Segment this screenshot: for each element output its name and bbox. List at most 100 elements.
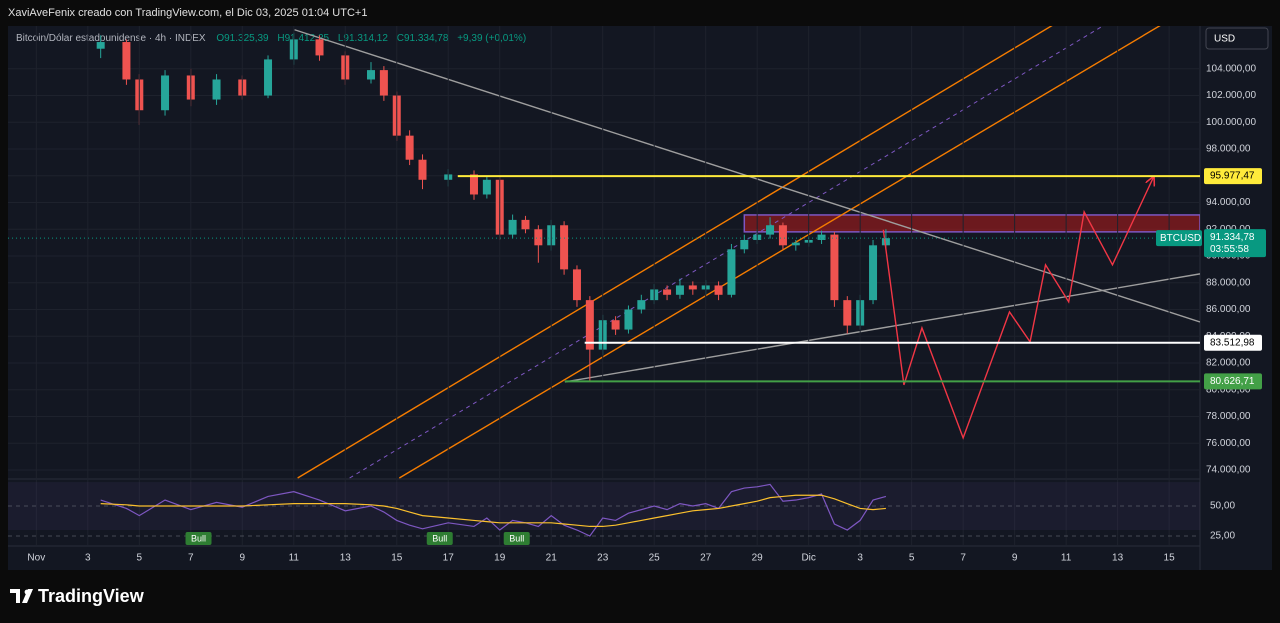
y-tick-label: 80.000,00 [1206,384,1251,395]
rsi-line [100,494,886,528]
candle-body [405,135,414,160]
currency-button[interactable] [1205,27,1269,50]
x-tick-label: 23 [597,553,609,564]
x-tick-label: 7 [960,553,966,564]
zone [743,214,1200,233]
candle-body [778,225,787,246]
candle-body [791,242,800,246]
candle-body [560,225,569,270]
candle-body [663,289,672,295]
symbol-label: BTCUSD [1160,233,1201,244]
x-tick-label: 3 [85,553,91,564]
x-tick-label: 11 [289,553,300,564]
candle-body [675,285,684,295]
header: XaviAveFenix creado con TradingView.com,… [8,7,367,19]
level-tag [1204,373,1262,390]
candle-body [611,320,620,330]
y-tick-label: 74.000,00 [1206,465,1251,476]
y-tick-label: 102.000,00 [1206,90,1256,101]
candle-body [637,300,646,310]
legend-close: C91.334,78 [397,33,449,44]
x-tick-label: 3 [857,553,863,564]
signal-tag [426,532,453,545]
rsi-tick-label: 50,00 [1210,501,1235,512]
rsi-line [100,483,887,537]
candle-body [122,42,131,80]
candle-body [869,245,878,301]
x-tick-label: 17 [443,553,455,564]
x-tick-label: 5 [909,553,915,564]
logo-dot [24,589,30,595]
candle-body [881,238,890,246]
candle-body [585,300,594,350]
level-tag [1204,168,1262,185]
legend: Bitcoin/Dólar estadounidense · 4h · INDE… [16,33,526,44]
signal-tag [503,532,530,545]
x-tick-label: Nov [27,553,45,564]
candle-body [714,285,723,295]
candle-body [843,300,852,326]
brand: TradingView [38,586,145,606]
candle-body [727,249,736,295]
candle-body [482,179,491,195]
legend-change: +9,39 (+0,01%) [457,33,526,44]
candle-body [96,42,105,49]
candle-body [830,234,839,301]
symbol-tag [1156,230,1202,247]
x-tick-label: 13 [340,553,352,564]
y-tick-label: 98.000,00 [1206,144,1251,155]
candle-body [161,75,170,111]
legend-high: H91.412,25 [277,33,329,44]
x-tick-label: 25 [649,553,661,564]
candle-body [572,269,581,301]
x-tick-label: 21 [546,553,558,564]
signal-tag [185,532,212,545]
candle-body [418,159,427,180]
x-tick-label: 27 [700,553,712,564]
level-tag [1204,334,1262,351]
y-tick-label: 88.000,00 [1206,277,1251,288]
candle-body [521,219,530,230]
legend-low: L91.314,12 [338,33,388,44]
x-tick-label: 9 [1012,553,1018,564]
candle-body [469,174,478,195]
candle-body [379,70,388,96]
currency[interactable]: USD [1214,34,1235,45]
rsi-tick-label: 25,00 [1210,531,1235,542]
legend-symbol: Bitcoin/Dólar estadounidense · 4h · INDE… [16,33,206,44]
signal-label: Bull [509,533,524,543]
candle-body [740,239,749,250]
y-tick-label: 94.000,00 [1206,197,1251,208]
x-tick-label: 13 [1112,553,1124,564]
drawing-line [564,273,1200,383]
candle-body [508,219,517,235]
signal-label: Bull [191,533,206,543]
y-tick-label: 104.000,00 [1206,63,1256,74]
y-tick-label: 86.000,00 [1206,304,1251,315]
drawing-line [398,26,1161,479]
last-price-tag [1204,229,1266,258]
y-tick-label: 82.000,00 [1206,358,1251,369]
logo: TradingView [10,586,145,606]
level-label: 83.512,98 [1210,337,1255,348]
x-tick-label: 7 [188,553,194,564]
candle-body [817,234,826,240]
x-tick-label: 19 [494,553,506,564]
candle-body [315,39,324,56]
candle-body [624,309,633,330]
candle-body [367,70,376,80]
candle-body [534,229,543,246]
level-label: 80.626,71 [1210,376,1255,387]
signal-label: Bull [432,533,447,543]
x-tick-label: 15 [391,553,403,564]
candle-body [766,225,775,235]
x-tick-label: 5 [137,553,143,564]
drawing-line [297,26,1053,479]
candle-body [688,285,697,290]
y-tick-label: 78.000,00 [1206,411,1251,422]
level-label: 95.977,47 [1210,171,1255,182]
x-tick-label: Dic [801,553,815,564]
x-tick-label: 11 [1061,553,1072,564]
y-tick-label: 100.000,00 [1206,117,1256,128]
